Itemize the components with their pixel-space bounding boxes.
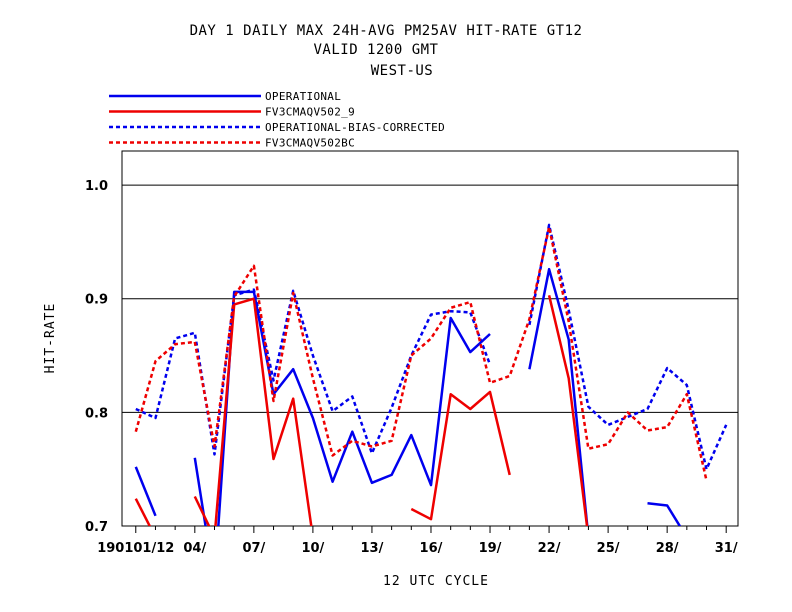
legend-item: FV3CMAQV502_9	[109, 106, 355, 119]
gridlines	[122, 184, 738, 413]
series-line-segment	[134, 466, 157, 517]
x-tick-label: 22/	[538, 541, 561, 556]
series-line-segment	[135, 288, 492, 456]
title-line-1: DAY 1 DAILY MAX 24H-AVG PM25AV HIT-RATE …	[190, 23, 583, 39]
legend: OPERATIONAL FV3CMAQV502_9 OPERATIONAL-BIAS…	[109, 90, 445, 150]
y-axis-ticks: 0.7 0.8 0.9 1.0	[85, 179, 108, 535]
y-tick-label: 0.7	[85, 520, 108, 535]
series-1	[134, 267, 682, 526]
x-tick-label: 04/	[183, 541, 206, 556]
series-4	[134, 225, 708, 481]
chart-title: DAY 1 DAILY MAX 24H-AVG PM25AV HIT-RATE …	[190, 23, 583, 79]
x-tick-label: 13/	[361, 541, 384, 556]
plot-frame	[121, 150, 739, 527]
series-line-segment	[134, 225, 708, 481]
title-line-3: WEST-US	[371, 63, 434, 79]
series-line-segment	[410, 390, 511, 521]
series-line-segment	[193, 290, 491, 526]
x-axis-label: 12 UTC CYCLE	[383, 574, 489, 589]
series-2	[134, 295, 589, 526]
legend-item: OPERATIONAL	[109, 90, 341, 103]
legend-label: FV3CMAQV502_9	[265, 106, 355, 119]
x-tick-label: 25/	[597, 541, 620, 556]
title-line-2: VALID 1200 GMT	[313, 42, 438, 58]
legend-label: FV3CMAQV502BC	[265, 137, 355, 150]
series-lines	[134, 223, 728, 526]
series-line-segment	[528, 267, 589, 526]
legend-label: OPERATIONAL	[265, 90, 341, 103]
series-line-segment	[134, 498, 152, 526]
x-tick-label: 31/	[715, 541, 738, 556]
series-line-segment	[528, 223, 728, 471]
x-tick-label: 07/	[242, 541, 265, 556]
series-3	[135, 223, 728, 471]
y-tick-label: 0.8	[85, 406, 108, 421]
x-tick-label: 10/	[301, 541, 324, 556]
y-tick-label: 1.0	[85, 179, 108, 194]
x-tick-label: 28/	[656, 541, 679, 556]
legend-item: OPERATIONAL-BIAS-CORRECTED	[109, 121, 445, 134]
series-line-segment	[547, 295, 589, 526]
x-tick-label: 19/	[479, 541, 502, 556]
x-axis-ticks: 190101/12 04/07/10/13/16/19/22/25/28/31/	[97, 526, 738, 556]
y-axis-label: HIT-RATE	[43, 303, 58, 374]
x-tick-label: 190101/12	[97, 541, 174, 556]
plot-area: 0.7 0.8 0.9 1.0 190101/12 04/07/10/13/16/19/…	[85, 150, 739, 556]
y-tick-label: 0.9	[85, 293, 108, 308]
series-line-segment	[193, 297, 313, 526]
series-line-segment	[647, 502, 682, 526]
legend-item: FV3CMAQV502BC	[109, 137, 355, 150]
legend-label: OPERATIONAL-BIAS-CORRECTED	[265, 121, 445, 134]
x-tick-label: 16/	[420, 541, 443, 556]
